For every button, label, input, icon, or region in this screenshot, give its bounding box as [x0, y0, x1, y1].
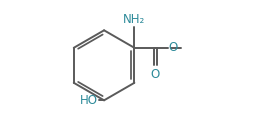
Text: O: O	[169, 41, 178, 54]
Text: HO: HO	[80, 94, 98, 107]
Text: NH₂: NH₂	[123, 13, 145, 26]
Text: O: O	[151, 68, 160, 81]
